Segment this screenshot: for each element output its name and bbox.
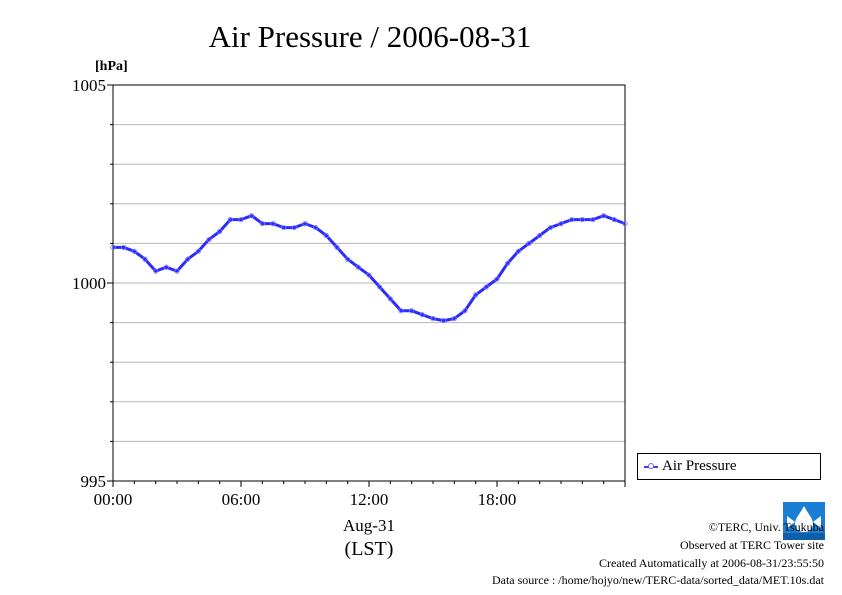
x-axis-unit-label: (LST) [345, 538, 394, 560]
y-tick-label: 995 [81, 472, 107, 491]
data-point [537, 232, 543, 239]
legend-label: Air Pressure [662, 458, 737, 474]
y-tick-label: 1005 [72, 76, 106, 95]
data-point [281, 224, 287, 231]
data-point [185, 256, 191, 262]
terc-logo-icon [783, 502, 825, 540]
data-point [398, 308, 404, 314]
data-point [249, 213, 255, 219]
data-point [334, 244, 340, 250]
footer-source: Data source : /home/hojyo/new/TERC-data/… [491, 573, 824, 587]
data-point [174, 268, 180, 274]
data-point [259, 221, 265, 227]
data-point [121, 244, 127, 250]
data-point [163, 264, 169, 270]
data-point [195, 248, 201, 254]
y-tick-label: 1000 [72, 274, 106, 293]
data-point [345, 256, 351, 262]
data-point [227, 217, 233, 223]
data-point [515, 248, 521, 254]
data-point [622, 221, 628, 227]
legend-marker-icon [648, 463, 654, 469]
data-point [323, 232, 329, 239]
legend: Air Pressure [637, 453, 821, 480]
data-point [313, 224, 319, 231]
data-point [430, 316, 436, 322]
data-point [494, 276, 500, 282]
data-point [462, 308, 468, 314]
plot-frame [112, 84, 626, 482]
data-point [142, 256, 148, 262]
data-point [547, 224, 553, 231]
y-axis: 1005 1000 995 [72, 76, 106, 491]
series-air-pressure [110, 213, 628, 324]
x-axis-label: Aug-31 [343, 516, 395, 535]
data-point [153, 268, 159, 274]
data-point [131, 248, 137, 254]
data-point [355, 264, 361, 270]
data-point [441, 318, 447, 324]
data-point [270, 221, 276, 227]
data-point [238, 217, 244, 223]
x-axis: 00:00 06:00 12:00 18:00 [94, 490, 517, 509]
data-point [110, 244, 116, 250]
data-point [590, 217, 596, 223]
x-tick-label: 06:00 [222, 490, 261, 509]
data-point [505, 260, 511, 266]
data-point [302, 221, 308, 227]
chart-title: Air Pressure / 2006-08-31 [209, 19, 532, 54]
data-point [387, 296, 393, 302]
data-point [377, 284, 383, 290]
data-point [291, 224, 297, 231]
data-point [579, 217, 585, 223]
x-tick-label: 00:00 [94, 490, 133, 509]
data-point [526, 240, 532, 246]
footer-observed: Observed at TERC Tower site [679, 538, 824, 552]
data-point [409, 308, 415, 314]
data-point [217, 228, 223, 235]
data-point [451, 316, 457, 322]
data-point [206, 236, 212, 243]
x-tick-label: 18:00 [478, 490, 517, 509]
grid-lines [107, 84, 626, 487]
data-point [558, 221, 564, 227]
series-line [113, 214, 626, 323]
data-point [569, 217, 575, 223]
data-point [483, 284, 489, 290]
y-axis-label: [hPa] [95, 59, 128, 74]
x-tick-label: 12:00 [350, 490, 389, 509]
footer-copyright: ©TERC, Univ. Tsukuba [708, 520, 824, 534]
data-point [473, 292, 479, 298]
data-point [419, 312, 425, 318]
footer-created: Created Automatically at 2006-08-31/23:5… [599, 556, 824, 570]
data-point [611, 217, 617, 223]
data-point [366, 272, 372, 278]
data-point [601, 213, 607, 219]
